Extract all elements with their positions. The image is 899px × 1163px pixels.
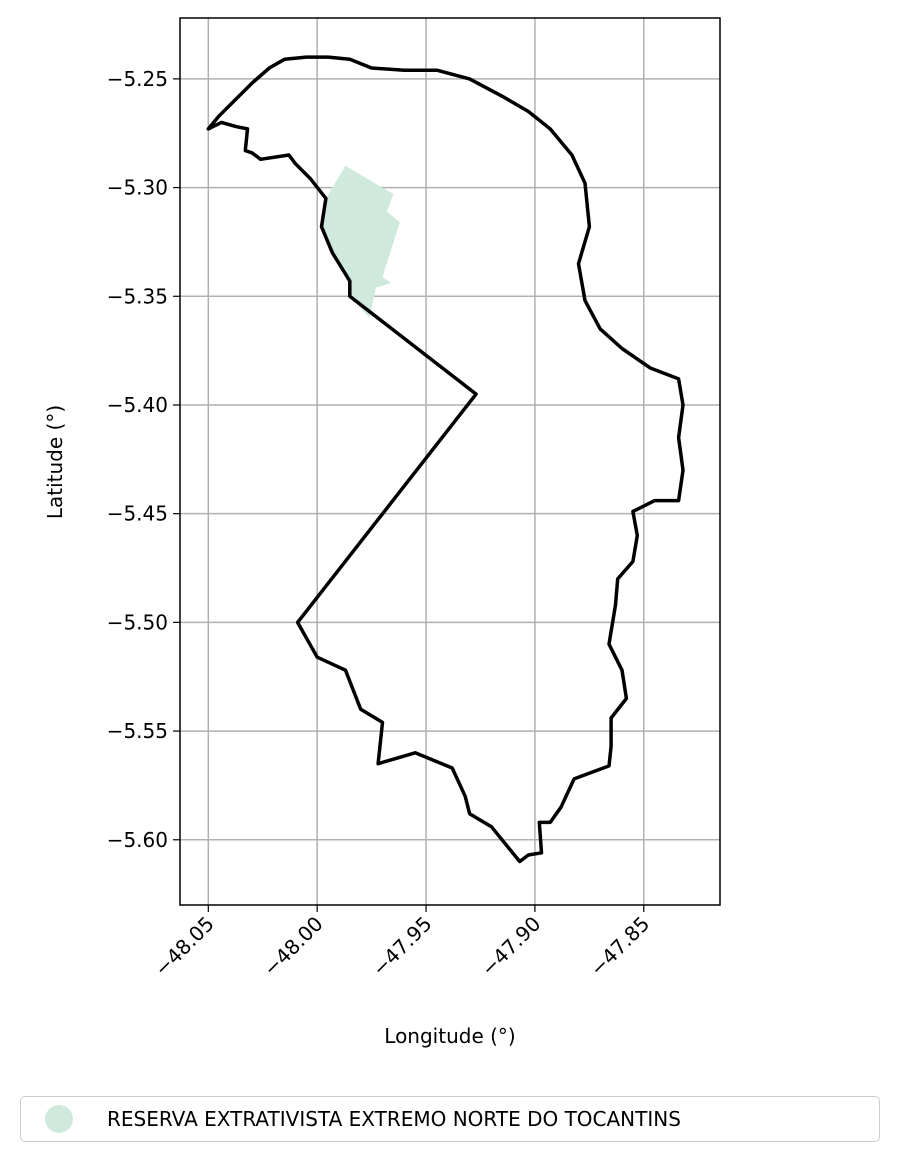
legend-label: RESERVA EXTRATIVISTA EXTREMO NORTE DO TO… (107, 1107, 681, 1131)
x-tick-label: −47.85 (585, 912, 654, 981)
x-tick-label: −48.05 (150, 912, 219, 981)
y-tick-label: −5.55 (107, 719, 168, 743)
boundary-layer (206, 55, 685, 864)
axes-frame (179, 17, 721, 906)
grid (180, 18, 720, 905)
y-tick-label: −5.30 (107, 176, 168, 200)
reserve-layer (321, 165, 400, 318)
legend-marker-icon (45, 1105, 73, 1133)
y-tick-label: −5.25 (107, 67, 168, 91)
y-tick-label: −5.45 (107, 502, 168, 526)
x-tick-label: −47.95 (367, 912, 436, 981)
y-axis-label: Latitude (°) (43, 405, 67, 519)
y-tick-label: −5.40 (107, 393, 168, 417)
y-tick-label: −5.50 (107, 610, 168, 634)
x-axis-label: Longitude (°) (384, 1024, 515, 1048)
municipality-boundary (206, 55, 685, 864)
reserve-area (321, 165, 400, 318)
y-tick-label: −5.35 (107, 284, 168, 308)
y-tick-label: −5.60 (107, 828, 168, 852)
legend: RESERVA EXTRATIVISTA EXTREMO NORTE DO TO… (20, 1096, 880, 1142)
x-tick-label: −48.00 (258, 912, 327, 981)
x-tick-label: −47.90 (476, 912, 545, 981)
map-plot: −48.05 −48.00 −47.95 −47.90 −47.85 −5.25 −5.30… (43, 17, 721, 1048)
